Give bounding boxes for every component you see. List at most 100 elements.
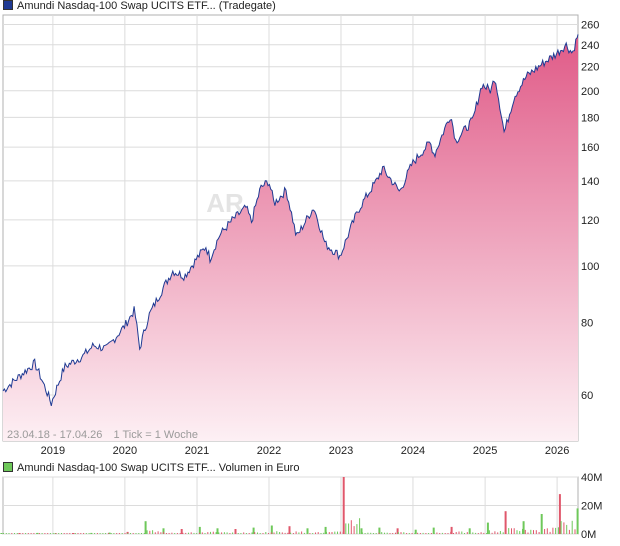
volume-bar-minor: [395, 532, 396, 534]
volume-bar-minor: [453, 533, 454, 534]
volume-y-tick-0M: 0M: [581, 529, 596, 541]
volume-bar-minor: [497, 532, 499, 534]
volume-bar-minor: [270, 532, 272, 534]
x-tick-2019: 2019: [41, 445, 65, 457]
volume-bar-minor: [372, 533, 374, 534]
volume-bar-minor: [41, 533, 43, 534]
volume-bar-minor: [552, 527, 554, 534]
volume-bar-minor: [397, 532, 399, 534]
volume-y-tick-40M: 40M: [581, 472, 602, 484]
volume-bar-minor: [88, 533, 90, 534]
volume-bar-minor: [163, 531, 165, 534]
volume-bar-minor: [38, 533, 40, 534]
volume-bar-minor: [25, 533, 27, 534]
volume-bar-minor: [22, 533, 24, 534]
volume-bar-minor: [430, 533, 432, 534]
volume-bar-minor: [19, 533, 21, 534]
volume-bar-minor: [154, 532, 156, 534]
volume-bar-minor: [328, 532, 330, 534]
volume-bar: [108, 532, 111, 534]
price-y-tick-260: 260: [581, 20, 599, 32]
volume-bar-minor: [182, 532, 184, 534]
legend-volume-label: Amundi Nasdaq-100 Swap UCITS ETF... Volu…: [17, 462, 300, 474]
volume-bar-minor: [361, 532, 363, 534]
volume-bar: [306, 528, 309, 534]
volume-bar-minor: [49, 533, 51, 534]
price-y-tick-140: 140: [581, 176, 599, 188]
volume-bar-minor: [52, 533, 54, 534]
volume-bar-minor: [516, 530, 518, 534]
volume-bar-minor: [384, 532, 385, 534]
volume-bar-minor: [292, 533, 294, 534]
volume-bar: [198, 526, 201, 534]
volume-bar-minor: [232, 532, 234, 534]
volume-bar-minor: [326, 531, 327, 534]
volume-bar-minor: [72, 533, 73, 534]
volume-bar: [162, 528, 165, 534]
volume-bar-minor: [268, 533, 269, 534]
volume-bar-minor: [502, 532, 504, 534]
volume-bar-minor: [96, 533, 98, 534]
volume-bar-minor: [218, 532, 220, 534]
volume-bar-minor: [455, 532, 457, 534]
volume-bar-minor: [301, 531, 303, 534]
volume-bar-minor: [541, 531, 543, 534]
volume-bar-minor: [303, 532, 305, 534]
volume-bar-minor: [8, 533, 10, 534]
volume-bar-minor: [143, 533, 145, 534]
price-y-tick-120: 120: [581, 215, 599, 227]
volume-bar-minor: [276, 531, 278, 534]
volume-bar-minor: [411, 533, 413, 534]
volume-bar-minor: [295, 531, 297, 534]
volume-bar-minor: [265, 532, 267, 534]
price-area: [3, 34, 578, 442]
price-line: [2, 34, 579, 407]
volume-bar-minor: [116, 533, 118, 534]
volume-bar-minor: [262, 533, 264, 534]
volume-bar-minor: [439, 533, 441, 534]
volume-bar-minor: [560, 521, 562, 534]
volume-bar-minor: [257, 532, 258, 534]
volume-bar-minor: [480, 532, 482, 534]
legend-price-swatch: [3, 0, 13, 10]
volume-bar-minor: [533, 530, 534, 534]
legend-price-label: Amundi Nasdaq-100 Swap UCITS ETF... (Tra…: [17, 0, 276, 12]
volume-bar-minor: [433, 533, 435, 534]
volume-bar-minor: [491, 532, 493, 534]
volume-bar-minor: [546, 528, 548, 534]
volume-bar: [558, 494, 561, 534]
volume-bar-minor: [375, 533, 377, 534]
volume-bar-minor: [557, 527, 559, 534]
volume-bar: [522, 521, 525, 534]
volume-bar: [18, 533, 21, 534]
volume-bar-minor: [199, 532, 200, 534]
volume-bar-minor: [77, 533, 79, 534]
volume-bar-minor: [74, 533, 76, 534]
volume-bar-minor: [196, 533, 198, 534]
volume-bar-minor: [118, 533, 120, 534]
volume-bar: [450, 526, 453, 534]
volume-bar-minor: [273, 532, 275, 534]
price-y-tick-160: 160: [581, 142, 599, 154]
volume-bar-minor: [127, 533, 129, 534]
volume-bar-minor: [11, 533, 13, 534]
volume-bar-minor: [91, 533, 93, 534]
volume-bar: [324, 526, 327, 534]
volume-bar-minor: [55, 533, 57, 534]
volume-bar-minor: [441, 532, 443, 534]
volume-bar-minor: [306, 533, 308, 534]
price-y-tick-100: 100: [581, 261, 599, 273]
volume-bar-minor: [240, 533, 242, 534]
volume-bar-minor: [212, 531, 214, 534]
volume-bar-minor: [475, 532, 477, 534]
volume-bar: [216, 528, 219, 534]
volume-bar-minor: [157, 531, 159, 534]
volume-bar-minor: [61, 533, 62, 534]
volume-bar-minor: [356, 524, 358, 534]
volume-bar-minor: [188, 532, 189, 534]
price-y-tick-200: 200: [581, 86, 599, 98]
volume-bar-minor: [505, 530, 507, 534]
volume-bar-minor: [165, 533, 167, 534]
volume-bar-minor: [370, 532, 372, 534]
volume-bar-minor: [251, 532, 253, 534]
